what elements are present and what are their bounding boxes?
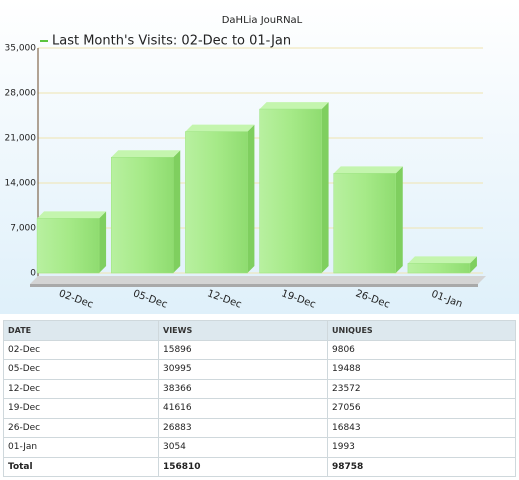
table-cell: 19-Dec [3, 398, 159, 419]
table-row: 12-Dec 38366 23572 [3, 378, 516, 399]
legend-label: Last Month's Visits: 02-Dec to 01-Jan [52, 34, 291, 49]
table-cell: 16843 [327, 417, 516, 438]
table-cell: 05-Dec [3, 359, 159, 380]
bar [333, 173, 396, 274]
bar-side [469, 256, 477, 273]
column-header: VIEWS [158, 320, 328, 341]
bar-top [111, 150, 181, 158]
bar-side [321, 102, 329, 273]
y-tick-label: 7,000 [10, 224, 36, 234]
table-cell: 38366 [158, 378, 328, 399]
chart-title: DaHLia JouRNaL [222, 15, 303, 26]
table-cell: 9806 [327, 339, 516, 360]
bar-top [259, 102, 329, 110]
table-cell: 1993 [327, 437, 516, 458]
table-row: 19-Dec 41616 27056 [3, 398, 516, 419]
table-row: 01-Jan 3054 1993 [3, 437, 516, 458]
table-row: 05-Dec 30995 19488 [3, 359, 516, 380]
table-cell: 26-Dec [3, 417, 159, 438]
total-cell: Total [3, 456, 159, 477]
total-cell: 156810 [158, 456, 328, 477]
table-cell: 26883 [158, 417, 328, 438]
table-cell: 27056 [327, 398, 516, 419]
table-cell: 01-Jan [3, 437, 159, 458]
y-tick-label: 28,000 [5, 89, 37, 99]
y-tick-label: 35,000 [5, 44, 37, 54]
column-header: UNIQUES [327, 320, 516, 341]
bar-top [185, 124, 255, 132]
floor [30, 276, 486, 284]
bar-top [407, 256, 477, 264]
column-header: DATE [3, 320, 159, 341]
y-tick-label: 21,000 [5, 134, 37, 144]
table-cell: 41616 [158, 398, 328, 419]
bar [36, 218, 100, 274]
bar [407, 263, 471, 274]
table-row: 02-Dec 15896 9806 [3, 339, 516, 360]
bar-side [173, 150, 181, 273]
y-tick-label: 14,000 [5, 179, 37, 189]
data-table: DATE VIEWS UNIQUES 02-Dec 15896 9806 05-Dec 309… [3, 320, 516, 477]
total-row: Total 156810 98758 [3, 456, 516, 477]
bar-side [99, 211, 107, 273]
table-cell: 02-Dec [3, 339, 159, 360]
table-cell: 19488 [327, 359, 516, 380]
table-body: 02-Dec 15896 9806 05-Dec 30995 19488 12-Dec 383… [3, 339, 516, 477]
floor-edge [30, 284, 478, 287]
bar-top [333, 166, 403, 174]
table-cell: 15896 [158, 339, 328, 360]
y-tick-label: 0 [30, 269, 36, 279]
bar [185, 131, 248, 274]
bar-side [247, 124, 255, 273]
chart: DaHLia JouRNaL Last Month's Visits: 02-D… [0, 0, 519, 314]
table-cell: 30995 [158, 359, 328, 380]
bar [111, 157, 174, 274]
bar-top [37, 211, 107, 219]
table-cell: 23572 [327, 378, 516, 399]
total-cell: 98758 [327, 456, 516, 477]
table-row: 26-Dec 26883 16843 [3, 417, 516, 438]
bar [259, 108, 322, 274]
bar-side [395, 166, 403, 273]
table-cell: 12-Dec [3, 378, 159, 399]
table-cell: 3054 [158, 437, 328, 458]
header-row: DATE VIEWS UNIQUES [3, 320, 516, 341]
